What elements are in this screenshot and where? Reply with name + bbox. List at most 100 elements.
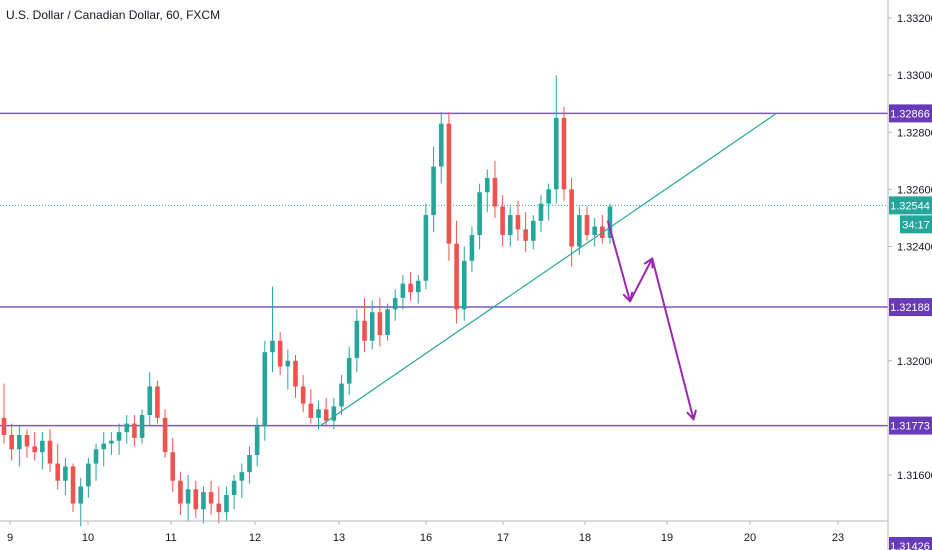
candle-body: [101, 443, 107, 450]
candle-body: [162, 417, 168, 453]
trendline: [320, 112, 777, 427]
level-price-tag: [889, 298, 932, 317]
candle-body: [423, 215, 429, 281]
x-tick-label: 23: [832, 532, 844, 544]
x-tick-label: 20: [744, 532, 756, 544]
candle-body: [354, 320, 360, 358]
candle-body: [546, 189, 551, 204]
x-tick-label: 9: [7, 532, 13, 544]
candle-body: [577, 215, 582, 247]
candle-body: [116, 432, 122, 441]
y-tick-label: 1.31600: [897, 470, 932, 482]
candle-body: [55, 463, 60, 481]
level-price-tag: [889, 416, 932, 435]
candle-body: [431, 166, 436, 216]
candle-body: [70, 466, 76, 504]
candle-body: [461, 260, 467, 310]
candle-body: [469, 235, 475, 261]
candle-body: [346, 357, 352, 384]
x-tick-label: 16: [420, 532, 432, 544]
level-price-label: 1.32866: [890, 108, 930, 120]
candle-body: [208, 492, 214, 504]
candle-body: [530, 220, 536, 241]
candle-body: [24, 435, 30, 447]
x-tick-label: 11: [165, 532, 176, 544]
candle-body: [132, 423, 137, 438]
candle-body: [607, 206, 613, 238]
bottom-partial-label: 1.31426: [890, 541, 930, 550]
candle-body: [339, 383, 344, 407]
x-tick-label: 10: [82, 532, 94, 544]
candle-body: [78, 486, 84, 504]
candle-body: [170, 452, 176, 481]
candle-body: [109, 440, 114, 444]
candle-body: [178, 480, 183, 504]
x-tick-label: 12: [249, 532, 261, 544]
candle-body: [308, 403, 314, 418]
candle-body: [293, 360, 298, 387]
candle-body: [285, 360, 291, 367]
x-tick-label: 13: [333, 532, 345, 544]
candle-body: [231, 480, 237, 495]
projection-arrow-segment: [629, 257, 654, 303]
candle-body: [592, 226, 597, 236]
candle-body: [507, 215, 513, 236]
candle-body: [561, 117, 567, 190]
candle-body: [323, 409, 329, 421]
candle-body: [262, 352, 268, 427]
candle-body: [1, 417, 7, 436]
candle-body: [239, 472, 245, 481]
x-tick-label: 18: [579, 532, 591, 544]
projection-arrow-segment: [651, 257, 695, 421]
candles: [1, 75, 613, 527]
y-tick-label: 1.32800: [897, 127, 932, 139]
candle-body: [247, 455, 252, 473]
candle-body: [331, 406, 337, 421]
projection-arrow-head: [686, 409, 697, 421]
candle-body: [40, 440, 45, 453]
candle-body: [492, 177, 498, 207]
x-tick-label: 17: [497, 532, 509, 544]
chart-title: U.S. Dollar / Canadian Dollar, 60, FXCM: [6, 8, 221, 22]
candle-body: [400, 283, 406, 298]
current-price-tag: [889, 196, 932, 215]
candle-body: [216, 503, 222, 513]
level-price-tag: [889, 104, 932, 123]
candle-body: [17, 435, 22, 450]
candle-body: [584, 215, 590, 236]
candle-body: [155, 386, 160, 418]
candle-body: [369, 312, 375, 341]
countdown-tag: [900, 215, 932, 234]
candle-body: [193, 489, 199, 510]
level-price-label: 1.32188: [890, 302, 930, 314]
candle-body: [316, 409, 321, 418]
candle-body: [201, 492, 206, 510]
y-tick-label: 1.32000: [897, 356, 932, 368]
x-tick-label: 19: [661, 532, 673, 544]
y-tick-label: 1.32400: [897, 242, 932, 254]
countdown-label: 34:17: [902, 219, 930, 231]
candle-body: [438, 123, 444, 167]
candle-body: [362, 320, 367, 341]
drawings: [320, 112, 777, 427]
candle-body: [454, 243, 459, 310]
candle-body: [484, 177, 490, 193]
candle-body: [408, 283, 413, 293]
y-tick-label: 1.32600: [897, 184, 932, 196]
level-price-label: 1.31773: [890, 421, 930, 433]
candle-body: [86, 463, 91, 487]
candle-body: [300, 386, 306, 404]
candle-body: [63, 466, 68, 481]
current-price-label: 1.32544: [890, 200, 930, 212]
candle-body: [377, 312, 383, 336]
y-tick-label: 1.33000: [897, 70, 932, 82]
candle-body: [277, 340, 283, 367]
candle-body: [224, 494, 229, 513]
candle-body: [139, 415, 145, 438]
candle-body: [415, 280, 421, 293]
y-tick-label: 1.33200: [897, 13, 932, 25]
candle-body: [270, 340, 275, 353]
candle-body: [124, 423, 130, 433]
